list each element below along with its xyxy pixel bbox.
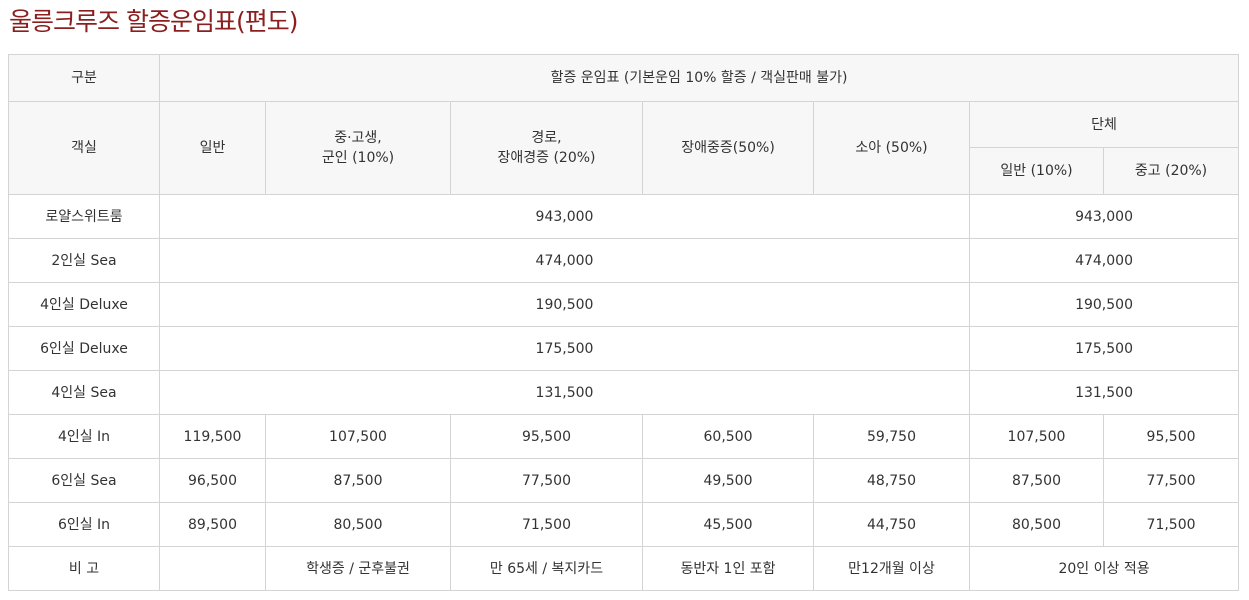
table-row: 6인실 Deluxe 175,500 175,500: [8, 326, 1240, 371]
table-row: 로얄스위트룸 943,000 943,000: [8, 194, 1240, 239]
remarks-disabled-severe: 동반자 1인 포함: [642, 546, 814, 591]
group-fare-cell: 943,000: [968, 194, 1240, 239]
senior-fare-cell: 95,500: [450, 414, 643, 459]
fare-cell: 175,500: [159, 326, 970, 371]
disabled-severe-fare-cell: 45,500: [642, 502, 814, 547]
page-title: 울릉크루즈 할증운임표(편도): [9, 7, 298, 36]
remarks-child: 만12개월 이상: [813, 546, 970, 591]
cabin-cell: 6인실 Sea: [8, 458, 160, 503]
child-fare-cell: 48,750: [813, 458, 970, 503]
fare-cell: 474,000: [159, 238, 970, 283]
remarks-label: 비 고: [8, 546, 160, 591]
fare-table: 구분 할증 운임표 (기본운임 10% 할증 / 객실판매 불가) 객실 일반 …: [8, 54, 1240, 591]
remarks-group: 20인 이상 적용: [968, 546, 1240, 591]
student-fare-cell: 87,500: [265, 458, 451, 503]
group-student-fare-cell: 95,500: [1102, 414, 1240, 459]
senior-fare-cell: 71,500: [450, 502, 643, 547]
cabin-cell: 4인실 Sea: [8, 370, 160, 415]
header-row-3: 일반 (10%) 중고 (20%): [9, 147, 1240, 195]
group-fare-cell: 190,500: [968, 282, 1240, 327]
fare-cell: 131,500: [159, 370, 970, 415]
group-general-fare-cell: 107,500: [969, 414, 1104, 459]
header-cabin: 객실: [8, 101, 160, 195]
table-row: 4인실 Deluxe 190,500 190,500: [8, 282, 1240, 327]
cabin-cell: 6인실 Deluxe: [8, 326, 160, 371]
fare-cell: 190,500: [159, 282, 970, 327]
header-row-2: 객실 일반 중·고생, 군인 (10%) 경로, 장애경증 (20%) 장애중증…: [8, 101, 1240, 195]
general-fare-cell: 119,500: [159, 414, 266, 459]
header-category: 구분: [8, 54, 160, 102]
general-fare-cell: 89,500: [159, 502, 266, 547]
group-fare-cell: 474,000: [968, 238, 1240, 283]
remarks-senior: 만 65세 / 복지카드: [450, 546, 643, 591]
header-row-1: 구분 할증 운임표 (기본운임 10% 할증 / 객실판매 불가): [8, 54, 1240, 102]
header-general: 일반: [159, 101, 266, 195]
general-fare-cell: 96,500: [159, 458, 266, 503]
group-student-fare-cell: 71,500: [1102, 502, 1240, 547]
cabin-cell: 6인실 In: [8, 502, 160, 547]
group-student-fare-cell: 77,500: [1102, 458, 1240, 503]
cabin-cell: 4인실 Deluxe: [8, 282, 160, 327]
header-student: 중·고생, 군인 (10%): [265, 101, 451, 195]
child-fare-cell: 44,750: [813, 502, 970, 547]
header-disabled-severe: 장애중증(50%): [642, 101, 814, 195]
table-row: 4인실 Sea 131,500 131,500: [8, 370, 1240, 415]
cabin-cell: 2인실 Sea: [8, 238, 160, 283]
group-fare-cell: 131,500: [968, 370, 1240, 415]
group-general-fare-cell: 80,500: [969, 502, 1104, 547]
header-group-student: 중고 (20%): [1102, 147, 1240, 195]
header-senior: 경로, 장애경증 (20%): [450, 101, 643, 195]
student-fare-cell: 107,500: [265, 414, 451, 459]
disabled-severe-fare-cell: 60,500: [642, 414, 814, 459]
header-group: 단체: [968, 101, 1240, 148]
table-row: 4인실 In 119,500 107,500 95,500 60,500 59,…: [8, 414, 1240, 459]
table-row: 2인실 Sea 474,000 474,000: [8, 238, 1240, 283]
header-child: 소아 (50%): [813, 101, 970, 195]
disabled-severe-fare-cell: 49,500: [642, 458, 814, 503]
senior-fare-cell: 77,500: [450, 458, 643, 503]
remarks-row: 비 고 학생증 / 군후불권 만 65세 / 복지카드 동반자 1인 포함 만1…: [8, 546, 1240, 591]
table-row: 6인실 In 89,500 80,500 71,500 45,500 44,75…: [8, 502, 1240, 547]
fare-cell: 943,000: [159, 194, 970, 239]
student-fare-cell: 80,500: [265, 502, 451, 547]
cabin-cell: 로얄스위트룸: [8, 194, 160, 239]
table-row: 6인실 Sea 96,500 87,500 77,500 49,500 48,7…: [8, 458, 1240, 503]
group-general-fare-cell: 87,500: [969, 458, 1104, 503]
cabin-cell: 4인실 In: [8, 414, 160, 459]
header-fare-title: 할증 운임표 (기본운임 10% 할증 / 객실판매 불가): [158, 54, 1240, 102]
remarks-general: [159, 546, 266, 591]
header-group-general: 일반 (10%): [969, 147, 1104, 195]
group-fare-cell: 175,500: [968, 326, 1240, 371]
remarks-student: 학생증 / 군후불권: [265, 546, 451, 591]
child-fare-cell: 59,750: [813, 414, 970, 459]
